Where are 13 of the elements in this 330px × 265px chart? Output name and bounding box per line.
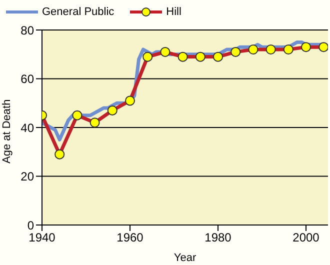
y-axis-title: Age at Death	[0, 99, 13, 164]
x-tick-label: 1980	[204, 230, 232, 245]
x-axis-title: Year	[174, 252, 196, 264]
y-tick-label: 40	[20, 120, 34, 135]
x-tick-label: 2000	[292, 230, 320, 245]
x-tick-label: 1940	[28, 230, 56, 245]
legend-label: Hill	[165, 5, 182, 20]
y-tick-label: 20	[20, 170, 34, 184]
y-tick-label: 0	[27, 218, 34, 232]
y-tick-label: 80	[20, 23, 34, 38]
legend-label: General Public	[41, 5, 114, 20]
y-tick-label: 60	[20, 72, 34, 86]
x-tick-label: 1960	[116, 230, 144, 245]
